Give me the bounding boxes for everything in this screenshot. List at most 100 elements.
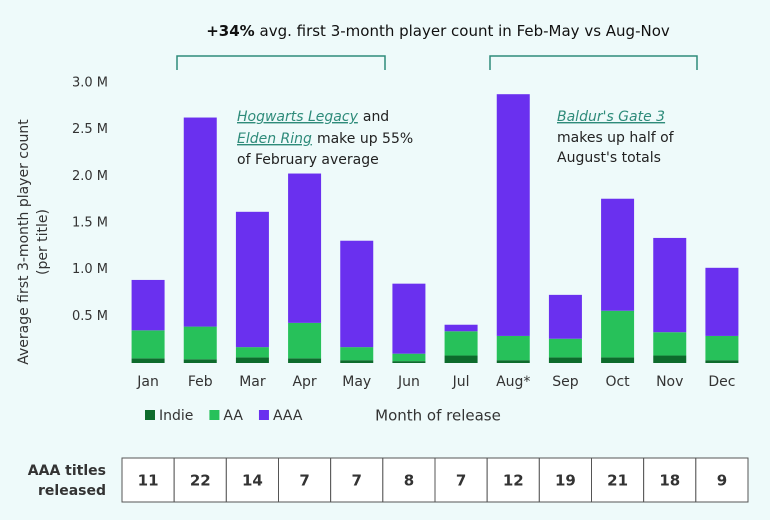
bar-segment [705, 335, 739, 361]
bar-segment [653, 332, 687, 356]
bar-segment [653, 237, 687, 333]
bar-segment [601, 357, 635, 363]
table-value: 7 [352, 472, 362, 490]
legend-label: Indie [159, 408, 193, 424]
y-tick-label: 1.0 M [72, 262, 108, 277]
bar-segment [548, 357, 582, 363]
annotation-text: makes up half of [557, 130, 675, 146]
legend-swatch [258, 410, 269, 420]
x-tick-label: Sep [552, 374, 579, 390]
table-value: 7 [456, 472, 466, 490]
table-cell [225, 457, 279, 503]
bracket [489, 55, 698, 70]
table-cell [330, 457, 384, 503]
bracket [176, 55, 386, 70]
annotation-link: Baldur's Gate 3 [557, 109, 665, 125]
bar-segment [705, 360, 739, 363]
bar-segment [444, 331, 478, 356]
annotation: Elden Ring make up 55% [237, 131, 413, 147]
bar-segment [340, 240, 374, 348]
annotation: Hogwarts Legacy and [237, 109, 389, 125]
bar-segment [496, 335, 530, 361]
x-tick-label: Jun [397, 374, 420, 390]
table-value: 14 [242, 472, 263, 490]
table-value: 21 [607, 472, 628, 490]
x-axis-label: Month of release [375, 407, 501, 425]
bar-segment [131, 358, 165, 363]
y-tick-label: 1.5 M [72, 216, 108, 231]
bar-segment [235, 357, 269, 363]
table-value: 7 [299, 472, 309, 490]
bar-segment [340, 360, 374, 363]
bar-segment [705, 267, 739, 336]
bar-segment [131, 330, 165, 359]
y-tick-label: 2.0 M [72, 169, 108, 184]
bar-segment [235, 211, 269, 348]
x-tick-label: May [342, 374, 371, 390]
y-tick-label: 2.5 M [72, 122, 108, 137]
x-tick-label: Oct [605, 374, 630, 390]
x-tick-label: Mar [239, 374, 266, 390]
annotation: of February average [237, 152, 379, 168]
annotation-text: of February average [237, 152, 379, 168]
legend-label: AA [223, 408, 243, 424]
table-label: released [38, 483, 106, 499]
x-tick-label: Jul [452, 374, 470, 390]
legend-swatch [209, 410, 220, 420]
bar-segment [496, 360, 530, 363]
table-value: 8 [404, 472, 414, 490]
x-tick-label: Jan [136, 374, 159, 390]
table-value: 18 [659, 472, 680, 490]
annotation: Baldur's Gate 3 [557, 109, 665, 125]
annotation-text: make up 55% [317, 131, 413, 147]
table-label: AAA titles [28, 463, 106, 479]
bar-segment [288, 173, 322, 323]
bar-segment [183, 359, 217, 363]
bar-segment [183, 117, 217, 327]
table-cell [643, 457, 697, 503]
annotation-text: August's totals [557, 150, 661, 166]
x-tick-label: Dec [708, 374, 735, 390]
table-cell [434, 457, 488, 503]
y-axis-label: Average first 3-month player count [16, 119, 32, 365]
bar-segment [601, 310, 635, 358]
chart-title: avg. first 3-month player count in Feb-M… [260, 22, 670, 40]
y-tick-label: 0.5 M [72, 309, 108, 324]
title-highlight: +34% [206, 22, 254, 40]
annotation-text: and [363, 109, 389, 125]
bar-segment [392, 353, 426, 362]
bar-segment [288, 358, 322, 363]
table-value: 12 [503, 472, 524, 490]
x-tick-label: Aug* [496, 374, 530, 390]
chart-title-wrap: +34% avg. first 3-month player count in … [206, 22, 670, 40]
bar-segment [392, 361, 426, 363]
annotation: August's totals [557, 150, 661, 166]
bar-segment [548, 294, 582, 339]
annotation-link: Hogwarts Legacy [237, 109, 359, 125]
bar-segment [392, 283, 426, 354]
bar-segment [444, 355, 478, 363]
bar-segment [340, 347, 374, 361]
table-value: 22 [190, 472, 211, 490]
y-axis-label: (per title) [35, 209, 51, 275]
bar-segment [444, 324, 478, 332]
bar-segment [288, 322, 322, 359]
bar-segment [496, 94, 530, 336]
table-cell [695, 457, 749, 503]
x-tick-label: Nov [656, 374, 683, 390]
bar-segment [235, 347, 269, 358]
bar-segment [653, 355, 687, 363]
y-tick-label: 3.0 M [72, 76, 108, 91]
x-tick-label: Apr [292, 374, 316, 390]
table-cell [538, 457, 592, 503]
annotation-link: Elden Ring [237, 131, 312, 147]
bar-segment [548, 338, 582, 358]
bar-segment [131, 279, 165, 331]
table-value: 19 [555, 472, 576, 490]
legend-label: AAA [273, 408, 303, 424]
table-value: 11 [138, 472, 159, 490]
table-cell [121, 457, 175, 503]
x-tick-label: Feb [188, 374, 213, 390]
